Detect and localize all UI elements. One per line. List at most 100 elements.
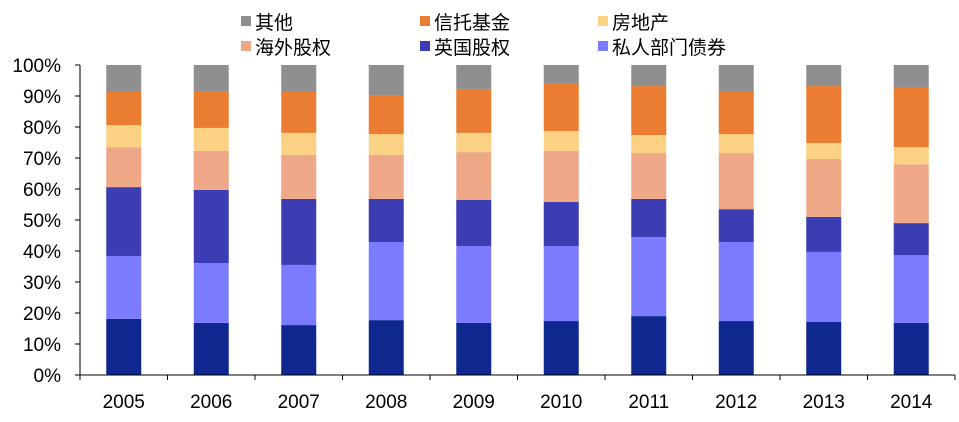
legend-marker [420,41,430,51]
bar-segment-2009-6 [456,65,492,89]
bar-segment-2007-0 [281,325,317,375]
bar-segment-2012-3 [718,153,754,210]
bar-segment-2014-6 [893,65,929,88]
bar-segment-2012-2 [718,209,754,243]
bar-segment-2007-1 [281,264,317,326]
x-tick-label: 2006 [190,392,232,413]
bar-segment-2012-1 [718,242,754,322]
bar-segment-2014-0 [893,322,929,375]
bar-segment-2005-0 [106,318,142,375]
bar-segment-2007-3 [281,154,317,199]
bar-segment-2010-2 [543,202,579,247]
x-tick-label: 2008 [365,392,407,413]
bar-segment-2005-2 [106,187,142,256]
bar-segment-2012-0 [718,321,754,375]
bar-segment-2012-5 [718,91,754,135]
x-tick-label: 2012 [715,392,757,413]
bar-segment-2014-5 [893,87,929,148]
y-tick-label: 0% [34,366,62,387]
legend-label: 其他 [255,12,293,34]
legend-marker [241,41,251,51]
bar-segment-2011-4 [631,135,667,154]
bar-segment-2010-3 [543,150,579,203]
bar-segment-2006-1 [193,263,229,323]
bar-segment-2009-4 [456,132,492,153]
bar-segment-2006-6 [193,65,229,92]
bar-segment-2007-5 [281,91,317,133]
bar-segment-2006-4 [193,127,229,151]
x-tick-label: 2010 [540,392,582,413]
bar-segment-2013-2 [806,216,842,252]
legend-label: 海外股权 [255,37,331,59]
bar-segment-2009-1 [456,246,492,323]
x-tick-label: 2007 [278,392,320,413]
bar-segment-2013-4 [806,143,842,159]
legend-label: 私人部门债券 [612,37,726,59]
bar-segment-2013-3 [806,158,842,217]
legend-marker [241,16,251,26]
legend-marker [598,16,608,26]
bar-segment-2011-6 [631,65,667,87]
bar-segment-2009-2 [456,199,492,247]
bar-segment-2008-4 [368,134,404,155]
bar-segment-2005-1 [106,255,142,319]
bar-segment-2014-2 [893,223,929,256]
bar-segment-2005-5 [106,91,142,126]
x-tick-label: 2011 [628,392,669,413]
legend-label: 英国股权 [434,37,510,59]
y-tick-label: 80% [23,118,61,139]
bar-segment-2009-5 [456,88,492,133]
x-tick-label: 2005 [103,392,145,413]
bar-segment-2011-1 [631,237,667,317]
bar-segment-2008-1 [368,242,404,321]
bar-segment-2012-6 [718,65,754,92]
y-tick-label: 20% [23,304,61,325]
bar-segment-2013-1 [806,251,842,322]
bar-segment-2011-3 [631,153,667,199]
bar-segment-2008-5 [368,95,404,135]
y-tick-label: 60% [23,180,61,201]
legend-marker [420,16,430,26]
bar-segment-2012-4 [718,134,754,154]
y-tick-label: 30% [23,273,61,294]
bar-segment-2010-6 [543,65,579,84]
x-tick-label: 2009 [453,392,495,413]
bar-segment-2011-2 [631,198,667,238]
legend-label: 房地产 [612,12,669,34]
bar-segment-2007-4 [281,132,317,155]
y-tick-label: 70% [23,149,61,170]
bar-segment-2010-4 [543,131,579,151]
bar-segment-2008-0 [368,320,404,375]
bar-segment-2014-3 [893,164,929,224]
bar-segment-2013-6 [806,65,842,87]
bar-segment-2011-5 [631,86,667,136]
y-tick-label: 10% [23,335,61,356]
bar-segment-2007-2 [281,198,317,265]
bar-segment-2013-0 [806,321,842,375]
legend-marker [598,41,608,51]
x-tick-label: 2013 [803,392,845,413]
bar-segment-2006-5 [193,91,229,128]
bar-segment-2014-1 [893,255,929,323]
y-tick-label: 50% [23,211,61,232]
legend-label: 信托基金 [434,12,510,34]
bar-segment-2006-3 [193,150,229,190]
bar-segment-2008-2 [368,198,404,243]
bar-segment-2010-1 [543,246,579,322]
x-tick-label: 2014 [890,392,933,413]
bar-segment-2008-6 [368,65,404,96]
bar-segment-2006-0 [193,322,229,375]
bar-segment-2009-3 [456,152,492,200]
bar-segment-2011-0 [631,316,667,375]
bar-segment-2005-3 [106,147,142,188]
bar-segment-2008-3 [368,154,404,199]
y-tick-label: 40% [23,242,61,263]
bar-segment-2009-0 [456,322,492,375]
bar-segment-2013-5 [806,86,842,144]
bar-segment-2007-6 [281,65,317,92]
bar-segment-2005-6 [106,65,142,92]
bar-segment-2010-0 [543,321,579,375]
bar-segment-2005-4 [106,125,142,148]
